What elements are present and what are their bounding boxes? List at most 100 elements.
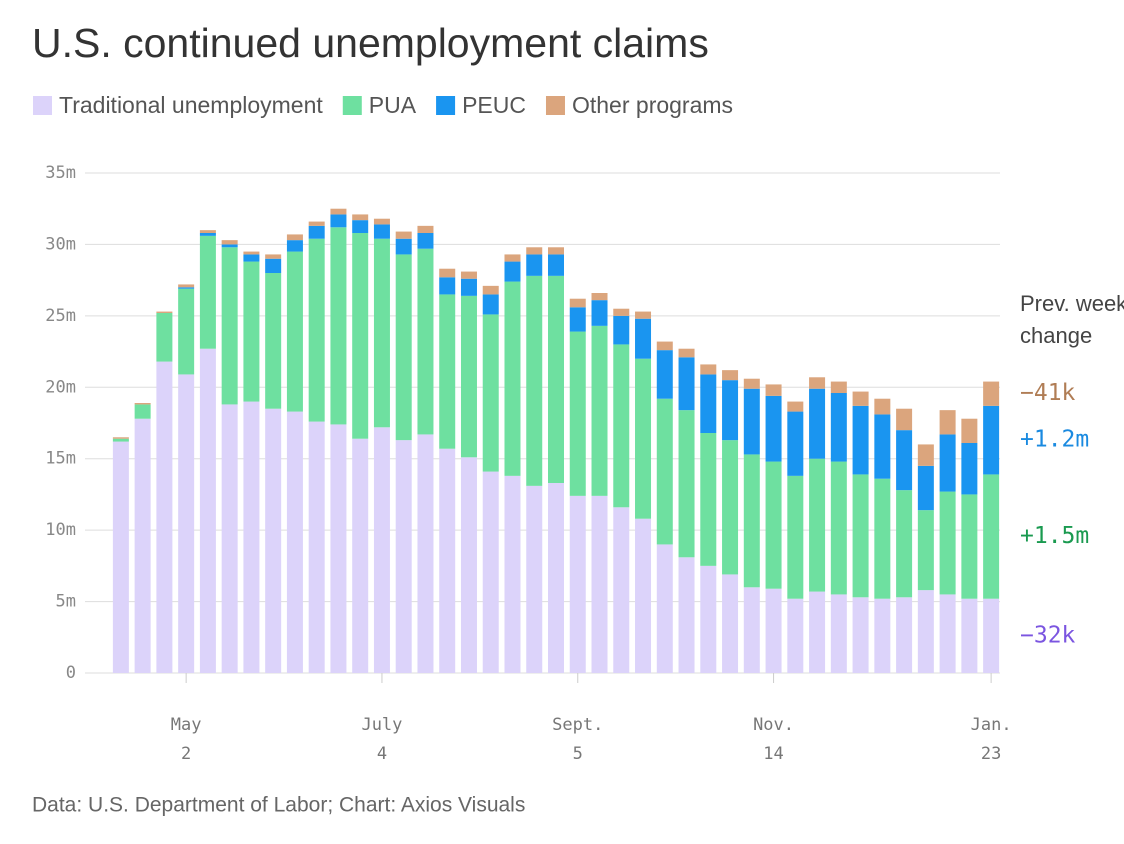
bar-segment [917, 444, 934, 466]
bar-segment [722, 380, 739, 441]
bar-segment [286, 251, 303, 412]
x-tick-label: Sept. 5 [552, 715, 604, 764]
y-tick-label: 15m [45, 449, 76, 469]
bar-segment [482, 294, 499, 315]
y-tick-label: 35m [45, 163, 76, 183]
bar-segment [286, 411, 303, 673]
bar-segment [635, 358, 652, 519]
bar-segment [896, 597, 913, 673]
bar-segment [809, 388, 826, 459]
bar-segment [178, 288, 195, 375]
bar-segment [548, 275, 564, 483]
bar-segment [765, 395, 782, 462]
bar-segment [787, 411, 804, 476]
bar-segment [874, 478, 891, 599]
bar-segment [939, 434, 956, 492]
bar-segment [504, 281, 521, 476]
bar-segment [656, 341, 673, 351]
bar-segment [765, 588, 782, 673]
legend-swatch [342, 96, 362, 115]
bar-segment [983, 598, 1000, 673]
bar-segment [439, 277, 456, 295]
bar-segment [765, 461, 782, 589]
bar-segment [395, 238, 412, 255]
bar-segment [852, 597, 869, 673]
bar-segment [308, 221, 325, 226]
bar-segment [156, 313, 173, 362]
bar-segment [112, 437, 129, 439]
bar-segment [330, 424, 347, 673]
bar-segment [243, 254, 260, 262]
bar-segment [830, 381, 847, 393]
bar-segment [439, 294, 456, 449]
bar-segment [265, 273, 282, 409]
change-label: −32k [1020, 622, 1076, 648]
bar-segment [221, 247, 238, 405]
bar-segment [439, 448, 456, 673]
bar-segment [439, 268, 456, 278]
bar-segment [961, 418, 978, 443]
bar-segment [156, 361, 173, 673]
bar-segment [526, 254, 543, 276]
bar-segment [830, 393, 847, 462]
bar-segment [874, 398, 891, 415]
bar-segment [917, 510, 934, 591]
x-tick-label: May 2 [170, 715, 202, 764]
bar-segment [743, 587, 760, 673]
bar-segment [221, 404, 238, 673]
bar-segment [286, 240, 303, 252]
bar-segment [199, 233, 216, 236]
bar-segment [765, 384, 782, 396]
bar-segment [591, 495, 608, 673]
bar-segment [504, 475, 521, 673]
bar-segment [308, 238, 325, 422]
bar-segment [896, 490, 913, 598]
y-tick-label: 5m [56, 592, 76, 612]
bar-segment [787, 401, 804, 412]
legend-label: Traditional unemployment [59, 92, 323, 118]
change-title: Prev. week change [1020, 291, 1124, 348]
y-tick-label: 0 [66, 663, 76, 683]
bar-segment [112, 438, 129, 442]
bar-segment [265, 408, 282, 673]
bar-segment [134, 403, 151, 405]
bar-segment [482, 285, 499, 295]
bar-segment [134, 418, 151, 673]
bar-segment [656, 398, 673, 545]
bar-segment [983, 474, 1000, 599]
bar-segment [526, 485, 543, 673]
bar-segment [504, 254, 521, 262]
bar-segment [896, 408, 913, 431]
bar-segment [852, 391, 869, 406]
bar-segment [548, 247, 564, 255]
bar-segment [178, 284, 195, 288]
bar-segment [656, 544, 673, 673]
bar-segment [308, 225, 325, 239]
change-label: +1.2m [1020, 427, 1089, 453]
bar-segment [286, 234, 303, 241]
bar-segment [700, 565, 717, 673]
bar-segment [656, 350, 673, 399]
bar-segment [809, 591, 826, 673]
bar-segment [178, 287, 195, 289]
bar-segment [373, 427, 390, 673]
bar-segment [743, 378, 760, 389]
bar-segment [417, 225, 434, 233]
bar-segment [178, 374, 195, 673]
bar-segment [591, 300, 608, 326]
bar-segment [700, 433, 717, 566]
bar-segment [460, 271, 477, 279]
bar-segment [548, 254, 564, 276]
bar-segment [134, 404, 151, 419]
bar-segment [591, 325, 608, 496]
legend-label: Other programs [572, 92, 733, 118]
bar-segment [199, 348, 216, 673]
bar-segment [961, 443, 978, 495]
bar-segment [591, 293, 608, 301]
bar-segment [352, 233, 369, 439]
change-label: −41k [1020, 380, 1076, 406]
bar-segment [874, 414, 891, 479]
bar-segment [417, 248, 434, 435]
x-tick-label: July 4 [361, 715, 403, 764]
